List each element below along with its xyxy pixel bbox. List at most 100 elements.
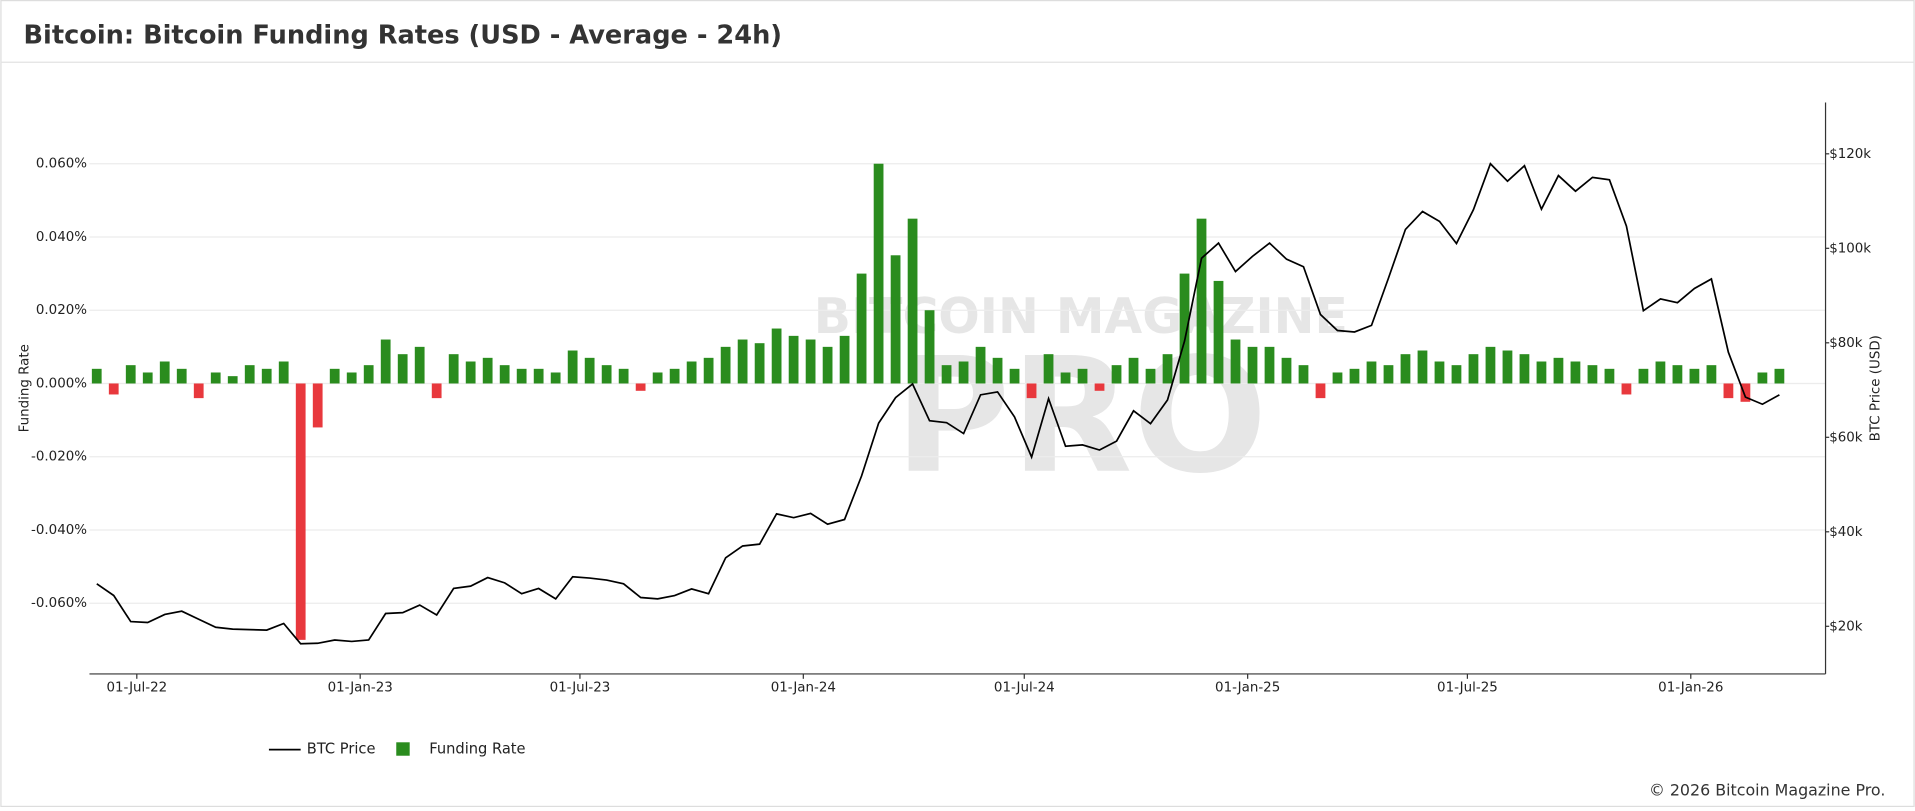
bar [91,368,102,384]
bar [1485,346,1496,384]
bar [1247,346,1258,384]
bar [1077,368,1088,384]
bar [533,368,544,384]
bar [1621,383,1632,395]
bar [295,383,306,640]
y2-axis-title: BTC Price (USD) [1869,335,1884,441]
bar [1298,365,1309,384]
y-tick-label: 0.060% [36,157,87,172]
bar [907,218,918,384]
chart-title: Bitcoin: Bitcoin Funding Rates (USD - Av… [24,21,783,51]
bar [1179,273,1190,384]
bar [1162,354,1173,384]
x-tick-label: 01-Jan-25 [1215,680,1280,695]
bar [1230,339,1241,384]
bar [856,273,867,384]
bar [1604,368,1615,384]
bar [669,368,680,384]
bar [1553,357,1564,384]
y2-tick-label: $40k [1829,525,1863,540]
bar [482,357,493,384]
bar [550,372,561,384]
x-tick-label: 01-Jan-26 [1658,680,1723,695]
bar [771,328,782,384]
x-tick-label: 01-Jul-24 [994,680,1055,695]
bar [1400,354,1411,384]
y-tick-label: 0.040% [36,230,87,245]
watermark: BITCOIN MAGAZINE [814,288,1348,345]
bar [1332,372,1343,384]
bar [278,361,289,384]
bar [499,365,510,384]
bar [822,346,833,384]
y-tick-label: -0.060% [31,596,87,611]
bar [244,365,255,384]
bar [1060,372,1071,384]
bar [1349,368,1360,384]
bar [1672,365,1683,384]
bar [1638,368,1649,384]
bar [1689,368,1700,384]
bar [635,383,646,391]
bar [397,354,408,384]
bar [1315,383,1326,399]
y2-tick-label: $60k [1829,430,1863,445]
x-tick-label: 01-Jul-23 [550,680,611,695]
y-axis-title: Funding Rate [18,344,33,432]
bar [1417,350,1428,384]
bar [1774,368,1785,384]
bar [618,368,629,384]
bar [448,354,459,384]
bar [754,343,765,384]
bar [703,357,714,384]
y2-tick-label: $120k [1829,147,1871,162]
bar [873,163,884,384]
bar [431,383,442,399]
bar [1502,350,1513,384]
y-tick-label: -0.040% [31,523,87,538]
bar [737,339,748,384]
x-tick-label: 01-Jan-23 [328,680,393,695]
bar [1723,383,1734,399]
x-tick-label: 01-Jul-22 [106,680,167,695]
bar [227,376,238,384]
bar [1587,365,1598,384]
bar [142,372,153,384]
x-tick-label: 01-Jan-24 [771,680,836,695]
x-tick-label: 01-Jul-25 [1437,680,1498,695]
bar [1111,365,1122,384]
bar [839,335,850,384]
bar [516,368,527,384]
watermark: PRO [894,325,1267,509]
bar [958,361,969,384]
bar [1213,280,1224,384]
bar [1128,357,1139,384]
bar [176,368,187,384]
bar [992,357,1003,384]
bar [924,310,935,384]
bar [312,383,323,428]
bar [1009,368,1020,384]
bar [652,372,663,384]
bar [261,368,272,384]
bar [1519,354,1530,384]
legend-label: BTC Price [307,741,376,758]
bar [380,339,391,384]
legend-label: Funding Rate [429,741,525,758]
bar [1196,218,1207,384]
bar [1655,361,1666,384]
bar [567,350,578,384]
bar [1536,361,1547,384]
bar [1451,365,1462,384]
bar [108,383,119,395]
y2-tick-label: $100k [1829,241,1871,256]
bar [1094,383,1105,391]
y2-tick-label: $20k [1829,619,1863,634]
bar [788,335,799,384]
copyright: © 2026 Bitcoin Magazine Pro. [1649,781,1885,800]
bar [465,361,476,384]
y-tick-label: -0.020% [31,450,87,465]
bar [1434,361,1445,384]
